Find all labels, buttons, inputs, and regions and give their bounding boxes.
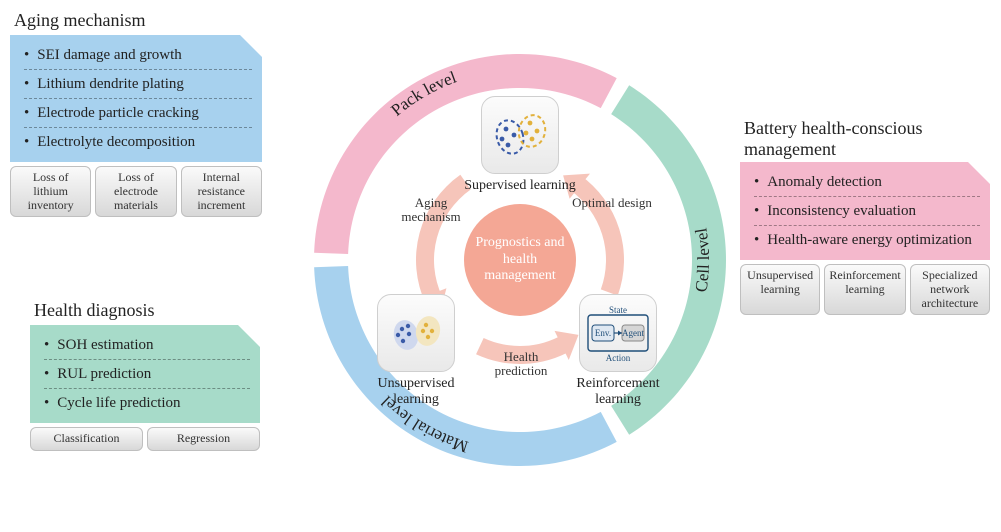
node-unsupervised-label: Unsupervised learning [356, 376, 476, 408]
rl-state-label: State [609, 305, 627, 315]
hub-label: Prognostics and health management [470, 235, 570, 285]
card-aging-title: Aging mechanism [14, 10, 262, 31]
list-item: RUL prediction [44, 360, 250, 389]
tag: Regression [147, 427, 260, 451]
card-diagnosis-tags: Classification Regression [30, 427, 260, 451]
edge-optimal: Optimal design [572, 196, 652, 210]
card-management: Battery health-conscious management Anom… [740, 118, 990, 315]
unsupervised-icon [377, 294, 455, 372]
svg-text:Cell level: Cell level [691, 226, 713, 293]
ring-label-cell: Cell level [691, 226, 713, 293]
central-figure: Material level Pack level Cell level Pro… [300, 40, 740, 480]
edge-health: Health prediction [476, 350, 566, 379]
rl-env-label: Env. [595, 328, 611, 338]
list-item: Lithium dendrite plating [24, 70, 252, 99]
list-item: Electrode particle cracking [24, 99, 252, 128]
supervised-icon [481, 96, 559, 174]
card-aging-tags: Loss of lithium inventory Loss of electr… [10, 166, 262, 217]
list-item: Anomaly detection [754, 168, 980, 197]
tag: Specialized network architecture [910, 264, 990, 315]
node-reinforcement-label: Reinforcement learning [558, 376, 678, 408]
tag: Reinforcement learning [824, 264, 905, 315]
node-supervised-label: Supervised learning [460, 178, 580, 194]
node-unsupervised: Unsupervised learning [356, 294, 476, 408]
card-diagnosis-panel: SOH estimation RUL prediction Cycle life… [30, 325, 260, 423]
list-item: Health-aware energy optimization [754, 226, 980, 254]
card-aging: Aging mechanism SEI damage and growth Li… [10, 10, 262, 217]
list-item: Cycle life prediction [44, 389, 250, 417]
list-item: Electrolyte decomposition [24, 128, 252, 156]
card-management-title: Battery health-conscious management [744, 118, 990, 160]
list-item: Inconsistency evaluation [754, 197, 980, 226]
tag: Loss of electrode materials [95, 166, 176, 217]
card-diagnosis: Health diagnosis SOH estimation RUL pred… [30, 300, 260, 451]
rl-agent-label: Agent [622, 328, 644, 338]
card-aging-panel: SEI damage and growth Lithium dendrite p… [10, 35, 262, 162]
tag: Unsupervised learning [740, 264, 820, 315]
rl-action-label: Action [606, 353, 631, 363]
node-reinforcement: Env. Agent State Action Reinforcement le… [558, 294, 678, 408]
tag: Internal resistance increment [181, 166, 262, 217]
card-management-panel: Anomaly detection Inconsistency evaluati… [740, 162, 990, 260]
edge-aging: Aging mechanism [386, 196, 476, 225]
reinforcement-icon: Env. Agent State Action [579, 294, 657, 372]
node-supervised: Supervised learning [460, 96, 580, 194]
card-management-tags: Unsupervised learning Reinforcement lear… [740, 264, 990, 315]
tag: Loss of lithium inventory [10, 166, 91, 217]
list-item: SEI damage and growth [24, 41, 252, 70]
tag: Classification [30, 427, 143, 451]
card-diagnosis-title: Health diagnosis [34, 300, 260, 321]
list-item: SOH estimation [44, 331, 250, 360]
